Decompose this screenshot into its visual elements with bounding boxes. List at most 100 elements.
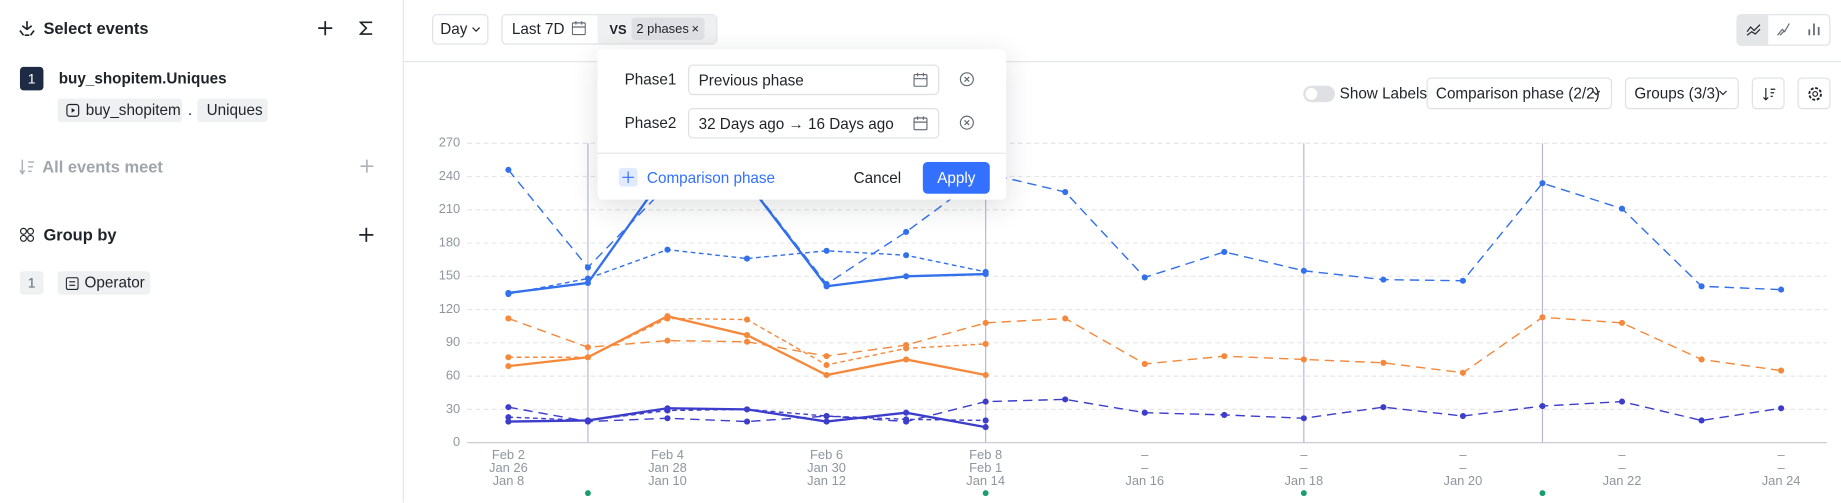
sort-button[interactable] [1751, 77, 1785, 110]
data-point [1141, 360, 1148, 367]
filter-icon [19, 159, 35, 175]
add-phase[interactable]: Comparison phase [646, 169, 776, 187]
data-point [1459, 369, 1466, 376]
data-point [664, 337, 671, 344]
data-point [823, 418, 830, 425]
data-point [1778, 367, 1785, 374]
event-index: 1 [19, 66, 44, 91]
separator: . [187, 100, 193, 119]
caret [472, 27, 481, 32]
data-point [505, 414, 512, 421]
range: Last 7D [511, 19, 565, 38]
field-icon [65, 277, 79, 291]
data-point [1698, 417, 1705, 424]
granularity-select[interactable]: Day [432, 14, 489, 45]
data-point [823, 361, 830, 369]
y-tick-label: 210 [439, 201, 461, 216]
comparison-select[interactable] [1426, 77, 1613, 110]
phase-input[interactable] [688, 108, 940, 139]
event-chip[interactable]: buy_shopitem [57, 98, 182, 123]
data-point [823, 283, 830, 290]
caret [1592, 90, 1601, 96]
x-tick-label: Jan 18 [1284, 473, 1323, 488]
data-point [982, 398, 989, 405]
x-tick-label: – [1618, 460, 1626, 475]
data-point [1300, 356, 1307, 363]
data-point [1221, 411, 1228, 418]
formula-button[interactable] [359, 20, 373, 36]
remove-phases[interactable]: × [691, 22, 700, 37]
phase-label: Phase1 [624, 70, 677, 89]
settings-button[interactable] [1797, 77, 1831, 110]
x-tick-label: – [1141, 460, 1149, 475]
measure-chip[interactable]: Uniques [197, 98, 268, 123]
data-point [743, 332, 751, 339]
data-point [1778, 405, 1785, 412]
data-point [1380, 404, 1387, 411]
add-button[interactable] [317, 20, 333, 36]
remove-phase[interactable] [959, 72, 974, 87]
x-tick-label: Jan 22 [1603, 473, 1642, 488]
data-point [982, 417, 989, 424]
data-point [664, 246, 671, 253]
y-tick-label: 30 [446, 401, 460, 416]
y-tick-label: 240 [439, 168, 461, 183]
data-point [664, 313, 671, 320]
data-point [903, 228, 910, 236]
data-point [743, 406, 751, 413]
phase-input[interactable] [688, 64, 940, 96]
x-tick-label: Jan 24 [1762, 473, 1801, 488]
annotation-dot [1300, 490, 1307, 497]
data-point [1618, 205, 1626, 212]
calendar-icon [913, 72, 928, 87]
annotation-dot [982, 490, 989, 497]
data-point [743, 418, 751, 425]
data-point [1141, 274, 1148, 281]
data-point [1459, 412, 1466, 420]
remove-phase[interactable] [959, 115, 974, 130]
add-phase-icon[interactable] [618, 167, 638, 187]
data-point [903, 409, 910, 416]
data-point [1380, 359, 1387, 366]
apply-button[interactable]: Apply [922, 162, 990, 194]
x-tick-label: Feb 8 [969, 447, 1002, 462]
data-point [743, 316, 751, 323]
annotation-dot [1539, 490, 1546, 497]
phase-count: 2 phases [636, 22, 689, 37]
data-point [903, 345, 910, 352]
labels-toggle[interactable] [1303, 85, 1335, 103]
data-point [584, 264, 591, 271]
event-name[interactable]: buy_shopitem.Uniques [58, 69, 227, 87]
data-point [505, 166, 512, 173]
x-tick-label: – [1618, 447, 1626, 462]
x-tick-label: Jan 30 [807, 460, 846, 475]
area-icon[interactable] [1776, 22, 1790, 36]
data-point [1062, 188, 1069, 196]
x-tick-label: Jan 12 [807, 473, 846, 488]
data-point [982, 319, 989, 326]
data-point [1618, 319, 1626, 326]
groups: Groups (3/3) [1634, 84, 1721, 103]
x-tick-label: – [1778, 460, 1786, 475]
x-tick-label: Feb 6 [810, 447, 843, 462]
data-point [505, 363, 512, 370]
data-point [982, 340, 989, 347]
events-icon [19, 21, 35, 37]
bar-icon[interactable] [1807, 22, 1821, 36]
data-point [505, 418, 512, 425]
y-tick-label: 60 [446, 368, 460, 383]
groups-select[interactable] [1624, 77, 1739, 110]
phase-chip[interactable] [631, 17, 705, 40]
data-point [823, 353, 830, 360]
data-point [1698, 356, 1705, 363]
add-button[interactable] [358, 227, 374, 243]
comparison: Comparison phase (2/2) [1435, 84, 1600, 103]
group-chip[interactable]: Operator [57, 271, 151, 295]
divider [597, 152, 1007, 154]
data-point [903, 273, 910, 280]
cancel-button[interactable]: Cancel [853, 169, 902, 187]
add-button[interactable] [359, 159, 374, 174]
data-point [743, 255, 751, 262]
